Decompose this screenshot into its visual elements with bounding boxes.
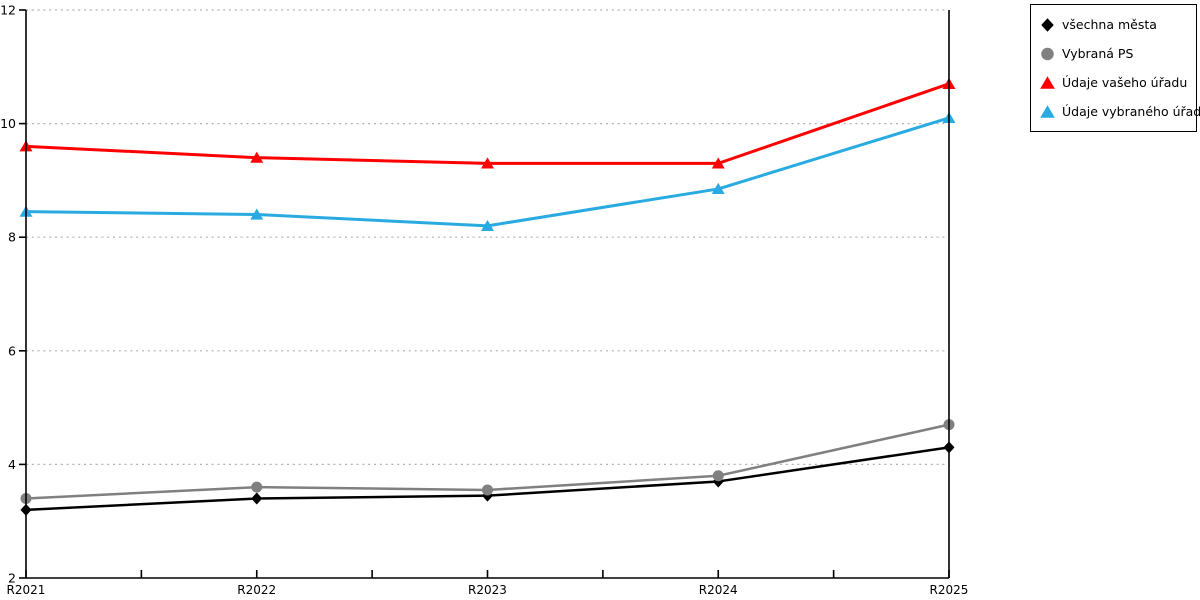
legend: všechna města Vybraná PS Údaje vašeho úřad…: [1030, 4, 1200, 132]
legend-item: Údaje vašeho úřadu: [1040, 68, 1187, 97]
y-axis-tick-label: 10: [0, 116, 16, 131]
data-point: [711, 157, 725, 169]
data-point: [481, 484, 494, 496]
data-point: [481, 489, 494, 502]
data-point: [251, 492, 263, 505]
series-line-3: [24, 116, 951, 228]
data-point: [250, 208, 264, 220]
data-point: [481, 219, 494, 231]
legend-item: Údaje vybraného úřadu: [1040, 97, 1200, 126]
circle-icon: [1041, 47, 1054, 61]
series-group: [19, 77, 956, 516]
x-axis-tick-label: R2023: [468, 583, 507, 597]
diamond-icon-shape: [1041, 18, 1054, 32]
gridlines: [26, 9, 946, 465]
triangle-icon-shape: [1040, 105, 1055, 118]
legend-item: všechna města: [1040, 10, 1187, 39]
data-point: [481, 157, 494, 169]
triangle-icon-shape: [1040, 76, 1055, 89]
data-point: [712, 470, 724, 482]
data-point: [250, 151, 264, 163]
axes: 2 4 6 8 10 12 R2021 R2022 R2023 R2024 R2025: [0, 3, 968, 598]
y-axis-tick-label: 2: [8, 571, 16, 586]
x-axis-tick-label: R2024: [699, 583, 738, 597]
legend-item: Vybraná PS: [1040, 39, 1187, 68]
triangle-icon: [1040, 105, 1055, 118]
data-point: [711, 182, 725, 195]
x-axis-tick-label: R2022: [237, 583, 276, 597]
x-axis-tick-label: R2025: [930, 583, 969, 597]
legend-label: Vybraná PS: [1062, 46, 1134, 61]
y-axis-tick-label: 12: [0, 3, 16, 18]
circle-icon-shape: [1041, 47, 1054, 61]
diamond-icon: [1041, 18, 1054, 32]
data-point: [251, 481, 263, 493]
legend-label: Údaje vybraného úřadu: [1062, 104, 1200, 119]
triangle-icon: [1040, 76, 1055, 89]
y-axis-tick-label: 4: [8, 457, 16, 472]
y-axis-tick-label: 8: [8, 230, 16, 245]
legend-label: Údaje vašeho úřadu: [1062, 75, 1188, 90]
y-axis-tick-label: 6: [8, 343, 16, 358]
legend-label: všechna města: [1062, 17, 1157, 32]
x-axis-tick-label: R2021: [7, 583, 46, 597]
